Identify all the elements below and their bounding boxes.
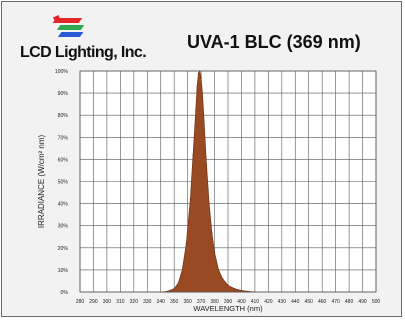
data-point	[189, 198, 191, 200]
data-point	[222, 278, 224, 280]
data-point	[195, 110, 197, 112]
x-tick-label: 370	[197, 299, 206, 305]
y-tick-label: 50%	[58, 180, 69, 186]
y-tick-label: 100%	[55, 69, 69, 75]
chart-title: UVA-1 BLC (369 nm)	[187, 32, 361, 52]
x-tick-label: 300	[103, 299, 112, 305]
y-tick-label: 80%	[58, 113, 69, 119]
x-tick-label: 450	[305, 299, 314, 305]
y-tick-label: 30%	[58, 224, 69, 230]
data-point	[217, 269, 220, 271]
y-tick-label: 70%	[58, 135, 69, 141]
x-tick-label: 410	[251, 299, 260, 305]
y-tick-label: 90%	[58, 91, 69, 97]
x-tick-label: 420	[264, 299, 273, 305]
x-tick-label: 440	[291, 299, 300, 305]
data-point	[240, 289, 243, 292]
y-tick-label: 40%	[58, 202, 69, 208]
x-tick-label: 380	[210, 299, 219, 305]
x-tick-label: 460	[318, 299, 327, 305]
data-point	[234, 288, 236, 290]
data-point	[173, 288, 175, 290]
x-tick-label: 390	[224, 299, 233, 305]
x-tick-label: 490	[358, 299, 367, 305]
x-tick-label: 400	[237, 299, 246, 305]
rgb-light-rays-logo-icon	[52, 15, 85, 37]
y-tick-label: 60%	[58, 157, 69, 163]
brand-logo: LCD Lighting, Inc.	[14, 14, 147, 61]
x-tick-label: 290	[89, 299, 98, 305]
x-tick-label: 470	[331, 299, 340, 305]
x-tick-label: 500	[372, 299, 381, 305]
x-tick-label: 320	[130, 299, 139, 305]
x-tick-label: 360	[183, 299, 192, 305]
data-point	[227, 284, 229, 286]
chart-header: LCD Lighting, Inc. UVA-1 BLC (369 nm)	[2, 2, 401, 64]
x-axis-label: WAVELENGTH (nm)	[193, 304, 263, 313]
x-tick-label: 340	[157, 299, 166, 305]
data-point	[211, 231, 213, 233]
data-point	[205, 163, 208, 165]
x-tick-label: 330	[143, 299, 152, 305]
x-tick-label: 280	[76, 299, 85, 305]
data-point	[197, 72, 199, 74]
data-point	[208, 203, 210, 205]
y-tick-label: 20%	[58, 246, 69, 252]
y-axis-label: IRRADIANCE (W/cm² nm)	[37, 135, 46, 229]
data-point	[203, 114, 205, 116]
brand-name: LCD Lighting, Inc.	[20, 44, 147, 61]
x-tick-label: 310	[116, 299, 125, 305]
x-tick-label: 430	[278, 299, 287, 305]
chart-card: LCD Lighting, Inc. UVA-1 BLC (369 nm) 0%…	[1, 1, 402, 317]
y-tick-label: 10%	[58, 268, 69, 274]
data-point	[185, 242, 187, 244]
data-point	[213, 251, 216, 253]
data-point	[196, 85, 198, 88]
data-point	[181, 269, 183, 271]
plot-border	[79, 70, 377, 293]
data-point	[177, 282, 179, 284]
x-tick-label: 350	[170, 299, 179, 305]
data-point	[200, 77, 202, 79]
y-tick-label: 0%	[61, 290, 69, 296]
data-point	[201, 92, 204, 94]
x-tick-label: 480	[345, 299, 354, 305]
spectrum-chart: 0% 10% 20% 30% 40% 50% 60% 70% 80% 90% 100% 280 290 3…	[37, 69, 381, 313]
data-point	[192, 154, 194, 156]
